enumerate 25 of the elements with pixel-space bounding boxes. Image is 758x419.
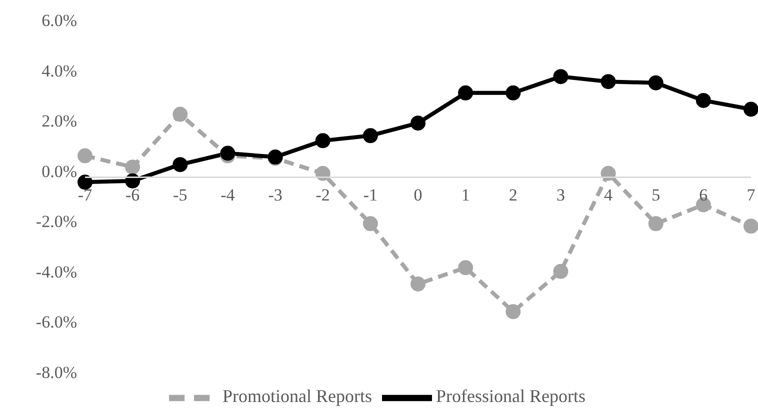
x-tick-label: 2	[508, 185, 518, 204]
legend-label: Promotional Reports	[222, 386, 372, 406]
y-tick-label: 0.0%	[42, 162, 77, 181]
x-tick-label: 6	[699, 185, 708, 204]
x-tick-label: 3	[556, 185, 565, 204]
y-tick-label: -6.0%	[36, 312, 77, 332]
y-tick-label: -8.0%	[36, 363, 77, 382]
y-tick-label: 2.0%	[42, 112, 77, 131]
x-tick-label: -7	[78, 185, 93, 204]
x-tick-label: -5	[173, 185, 188, 204]
x-tick-label: -3	[268, 185, 282, 204]
x-tick-label: 4	[604, 185, 614, 204]
y-tick-label: 4.0%	[42, 61, 77, 80]
x-tick-label: -1	[363, 185, 378, 204]
x-tick-label: 0	[414, 185, 422, 204]
x-tick-label: 5	[652, 185, 660, 204]
x-tick-label: -4	[220, 185, 236, 204]
x-tick-label: -2	[316, 185, 330, 204]
x-tick-label: 7	[746, 185, 756, 204]
x-tick-label: -6	[125, 185, 140, 204]
y-tick-label: 6.0%	[42, 11, 77, 30]
legend-label: Professional Reports	[436, 386, 586, 406]
x-tick-label: 1	[461, 185, 470, 204]
y-tick-label: -2.0%	[36, 212, 77, 232]
y-tick-label: -4.0%	[36, 262, 77, 282]
